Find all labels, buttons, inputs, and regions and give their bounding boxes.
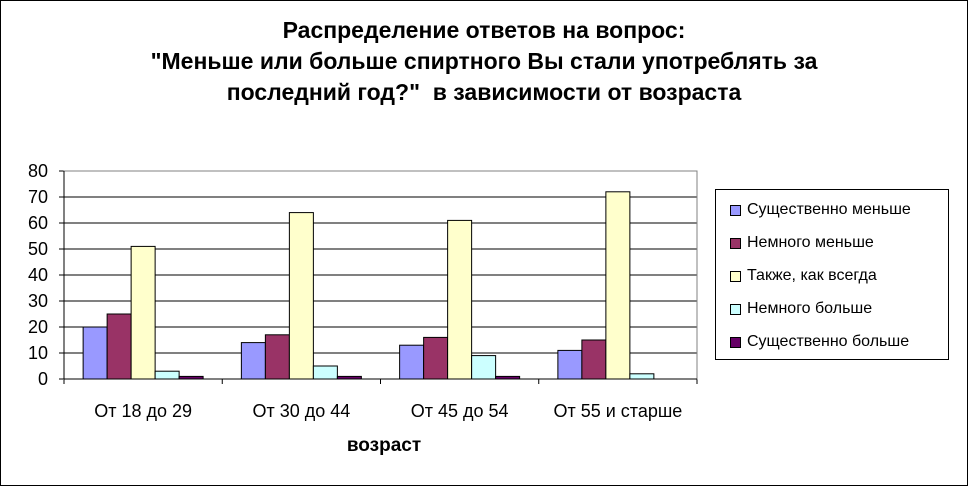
legend: Существенно меньше Немного меньше Также,… <box>715 189 949 360</box>
y-tick-label: 70 <box>28 187 48 207</box>
bar <box>154 370 180 380</box>
y-tick-label: 50 <box>28 239 48 259</box>
legend-item: Немного больше <box>730 299 872 319</box>
y-tick-label: 10 <box>28 343 48 363</box>
x-tick-label: От 30 до 44 <box>252 401 350 421</box>
x-tick-label: От 55 и старше <box>553 401 682 421</box>
bar <box>423 336 449 380</box>
x-axis-title: возраст <box>347 435 421 456</box>
legend-label: Немного меньше <box>747 234 874 251</box>
chart-title: Распределение ответов на вопрос: "Меньше… <box>1 15 967 108</box>
bar <box>130 245 156 380</box>
bar <box>557 349 583 380</box>
legend-item: Немного меньше <box>730 233 874 253</box>
chart-title-line-1: Распределение ответов на вопрос: <box>282 17 686 43</box>
legend-swatch <box>730 336 741 348</box>
y-tick-label: 0 <box>38 369 48 389</box>
bar <box>106 313 132 380</box>
bar <box>264 334 290 380</box>
bar <box>288 212 314 380</box>
legend-label: Существенно больше <box>747 333 910 350</box>
legend-swatch <box>730 204 741 216</box>
chart-title-line-3: последний год?" в зависимости от возраст… <box>226 79 742 105</box>
bar <box>240 342 266 380</box>
bar <box>447 219 473 380</box>
bar <box>581 339 607 380</box>
x-tick-label: От 18 до 29 <box>94 401 192 421</box>
y-tick-label: 80 <box>28 161 48 181</box>
legend-label: Немного больше <box>747 300 873 317</box>
legend-swatch <box>730 303 741 315</box>
y-tick-label: 40 <box>28 265 48 285</box>
legend-swatch <box>730 270 741 282</box>
legend-item: Существенно больше <box>730 332 909 352</box>
bar <box>629 373 655 380</box>
gridlines <box>64 170 697 354</box>
legend-item: Также, как всегда <box>730 266 877 286</box>
x-tick-label: От 45 до 54 <box>411 401 509 421</box>
bar <box>312 365 338 380</box>
legend-label: Существенно меньше <box>747 201 911 218</box>
bar <box>399 344 425 380</box>
legend-swatch <box>730 237 741 249</box>
legend-label: Также, как всегда <box>747 267 877 284</box>
axes: 0 10 20 30 40 50 60 70 80 От 18 до 29 От 30 до 44 О… <box>28 161 698 421</box>
bar <box>82 326 108 380</box>
bars <box>82 191 655 380</box>
bar <box>605 191 631 380</box>
y-tick-label: 30 <box>28 291 48 311</box>
bar <box>471 355 497 380</box>
chart-title-line-2: "Меньше или больше спиртного Вы стали уп… <box>150 48 818 74</box>
y-tick-label: 60 <box>28 213 48 233</box>
y-tick-label: 20 <box>28 317 48 337</box>
legend-item: Существенно меньше <box>730 200 911 220</box>
